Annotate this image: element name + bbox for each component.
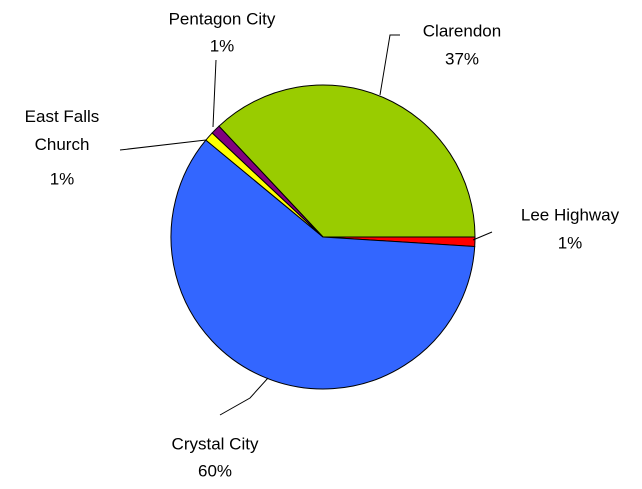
slice-percent: 60% xyxy=(198,461,232,480)
slice-percent: 1% xyxy=(558,233,583,252)
slice-label: Lee Highway xyxy=(521,205,620,224)
leader-line xyxy=(472,231,493,241)
pie-slice xyxy=(211,125,324,238)
slice-label: Clarendon xyxy=(423,21,501,40)
slice-percent: 37% xyxy=(445,49,479,68)
leader-line xyxy=(119,139,207,151)
slice-percent: 1% xyxy=(210,36,235,55)
slice-label: Pentagon City xyxy=(169,9,276,28)
slice-percent: 1% xyxy=(50,169,75,188)
slice-label: East Falls Church xyxy=(25,107,100,154)
pie-slice xyxy=(218,84,476,238)
slice-label: Crystal City xyxy=(172,434,259,453)
leader-line xyxy=(219,377,269,416)
leader-line xyxy=(212,59,217,128)
leader-line xyxy=(379,34,400,96)
